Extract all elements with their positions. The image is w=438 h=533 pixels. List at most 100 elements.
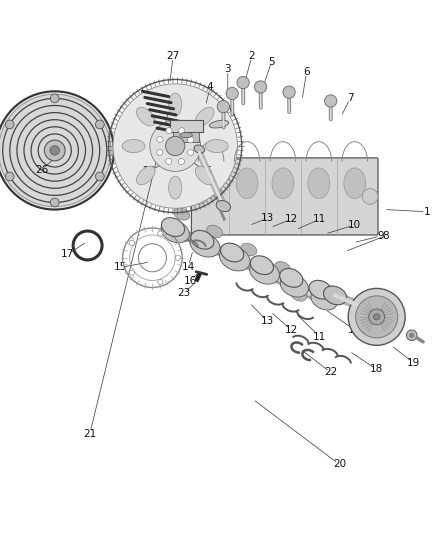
- Ellipse shape: [272, 168, 294, 199]
- Text: 4: 4: [207, 82, 214, 92]
- Bar: [173, 133, 199, 142]
- Circle shape: [254, 81, 267, 93]
- Circle shape: [113, 84, 237, 208]
- Text: 10: 10: [348, 325, 361, 335]
- Circle shape: [362, 189, 378, 204]
- Circle shape: [226, 87, 238, 100]
- Text: 8: 8: [382, 231, 389, 241]
- Text: 21: 21: [83, 429, 96, 439]
- Ellipse shape: [195, 107, 214, 126]
- Text: 15: 15: [114, 262, 127, 272]
- Circle shape: [157, 149, 163, 155]
- Text: 25: 25: [199, 166, 212, 176]
- Ellipse shape: [311, 289, 337, 310]
- Text: 12: 12: [285, 214, 298, 224]
- Ellipse shape: [191, 230, 214, 249]
- Ellipse shape: [308, 168, 330, 199]
- Ellipse shape: [169, 176, 182, 199]
- Text: 10: 10: [348, 220, 361, 230]
- Ellipse shape: [236, 168, 258, 199]
- Text: 16: 16: [184, 276, 197, 286]
- Circle shape: [187, 149, 194, 156]
- Bar: [194, 272, 201, 282]
- Text: 18: 18: [370, 365, 383, 374]
- Circle shape: [5, 120, 14, 129]
- Ellipse shape: [250, 260, 279, 284]
- Circle shape: [217, 101, 230, 113]
- Text: 11: 11: [313, 332, 326, 342]
- Ellipse shape: [188, 235, 204, 247]
- Circle shape: [187, 137, 194, 143]
- Ellipse shape: [194, 145, 205, 154]
- Circle shape: [166, 127, 172, 134]
- Text: 14: 14: [182, 262, 195, 271]
- Circle shape: [0, 94, 111, 207]
- Circle shape: [374, 314, 380, 320]
- Text: 22: 22: [324, 367, 337, 377]
- Circle shape: [191, 189, 207, 204]
- Text: 2: 2: [248, 51, 255, 61]
- Ellipse shape: [280, 269, 303, 287]
- Circle shape: [348, 288, 405, 345]
- Ellipse shape: [137, 107, 155, 126]
- Circle shape: [158, 231, 163, 236]
- Ellipse shape: [223, 253, 239, 265]
- Circle shape: [178, 158, 184, 165]
- Ellipse shape: [162, 217, 184, 237]
- Ellipse shape: [209, 120, 229, 128]
- Ellipse shape: [221, 243, 244, 262]
- Circle shape: [158, 279, 163, 285]
- Circle shape: [95, 172, 104, 181]
- Ellipse shape: [280, 274, 308, 297]
- Text: 12: 12: [285, 325, 298, 335]
- Ellipse shape: [169, 93, 182, 116]
- Ellipse shape: [275, 262, 290, 274]
- Ellipse shape: [195, 166, 214, 185]
- Circle shape: [179, 128, 185, 134]
- Text: 27: 27: [166, 51, 180, 61]
- Circle shape: [150, 120, 201, 172]
- Circle shape: [325, 95, 337, 107]
- Text: 6: 6: [303, 67, 310, 77]
- Bar: [170, 120, 203, 133]
- Text: 9: 9: [378, 314, 385, 324]
- Circle shape: [5, 172, 14, 181]
- Text: 20: 20: [333, 459, 346, 470]
- Ellipse shape: [309, 280, 332, 299]
- Circle shape: [50, 198, 59, 207]
- Circle shape: [44, 140, 65, 161]
- Ellipse shape: [207, 225, 223, 238]
- Circle shape: [50, 94, 59, 103]
- Ellipse shape: [161, 220, 189, 243]
- Ellipse shape: [216, 200, 230, 212]
- Text: 13: 13: [261, 316, 274, 326]
- Circle shape: [175, 255, 180, 260]
- Circle shape: [95, 120, 104, 129]
- Ellipse shape: [219, 246, 250, 271]
- Circle shape: [410, 333, 414, 337]
- Ellipse shape: [174, 208, 190, 220]
- Circle shape: [157, 136, 163, 143]
- Circle shape: [166, 136, 185, 156]
- Ellipse shape: [122, 140, 145, 152]
- Ellipse shape: [200, 168, 222, 199]
- Ellipse shape: [180, 133, 192, 138]
- Text: 23: 23: [177, 288, 191, 298]
- Circle shape: [406, 330, 417, 341]
- Circle shape: [237, 76, 249, 88]
- Ellipse shape: [251, 256, 273, 274]
- Circle shape: [129, 240, 134, 245]
- Circle shape: [369, 309, 385, 325]
- Ellipse shape: [344, 168, 366, 199]
- Ellipse shape: [137, 166, 155, 185]
- Text: 19: 19: [407, 358, 420, 368]
- Ellipse shape: [205, 140, 228, 152]
- Circle shape: [129, 270, 134, 276]
- Text: 13: 13: [261, 213, 274, 223]
- Ellipse shape: [190, 233, 220, 257]
- Text: 9: 9: [378, 231, 385, 241]
- Circle shape: [356, 296, 398, 338]
- Text: 5: 5: [268, 56, 275, 67]
- Text: 11: 11: [313, 214, 326, 224]
- Ellipse shape: [291, 289, 307, 301]
